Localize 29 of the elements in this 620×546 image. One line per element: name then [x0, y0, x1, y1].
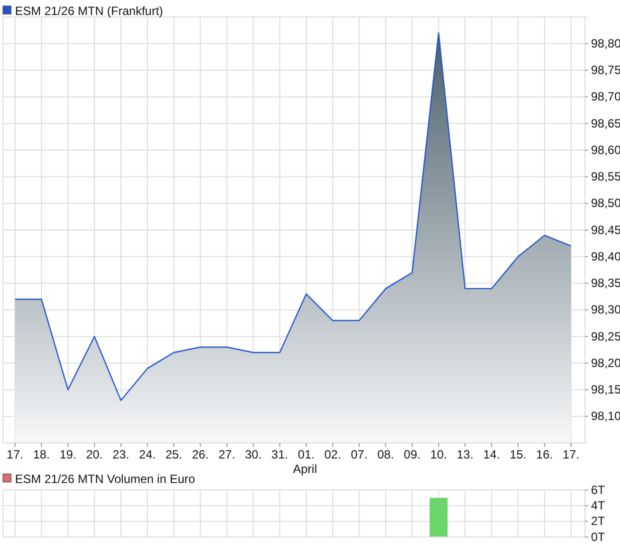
x-tick-label: 30. — [244, 448, 262, 462]
x-tick-label: 17. — [6, 448, 24, 462]
x-tick-label: 17. — [562, 448, 580, 462]
x-tick-label: 14. — [483, 448, 500, 462]
x-tick-label: 01. — [298, 448, 315, 462]
y-tick-label: 6T — [591, 482, 606, 497]
x-tick-label: 02. — [324, 448, 342, 462]
x-tick-label: 10. — [430, 448, 447, 462]
x-tick-label: 19. — [60, 448, 76, 462]
x-tick-label: 16. — [536, 448, 553, 462]
x-tick-label: 08. — [377, 448, 394, 462]
x-tick-label: 15. — [510, 448, 526, 462]
y-tick-label: 2T — [591, 514, 606, 528]
x-tick-label: 23. — [112, 448, 130, 462]
x-tick-label: 25. — [166, 448, 182, 462]
x-tick-label: 13. — [456, 448, 474, 462]
x-tick-label: 18. — [33, 448, 50, 462]
x-tick-label: 24. — [139, 448, 156, 462]
x-tick-label: 07. — [350, 448, 368, 462]
y-tick-label: 4T — [591, 498, 606, 513]
x-tick-label: 31. — [271, 448, 288, 462]
x-tick-label: 09. — [404, 448, 420, 462]
y-tick-label: 0T — [591, 530, 606, 544]
x-tick-label: 20. — [86, 448, 103, 462]
legend-label: ESM 21/26 MTN (Frankfurt) — [15, 4, 164, 18]
x-tick-label: 27. — [218, 448, 236, 462]
x-tick-label: 26. — [192, 448, 209, 462]
chart-title: ESM 21/26 MTN Volumen in Euro — [15, 472, 196, 486]
text: April — [292, 462, 318, 476]
